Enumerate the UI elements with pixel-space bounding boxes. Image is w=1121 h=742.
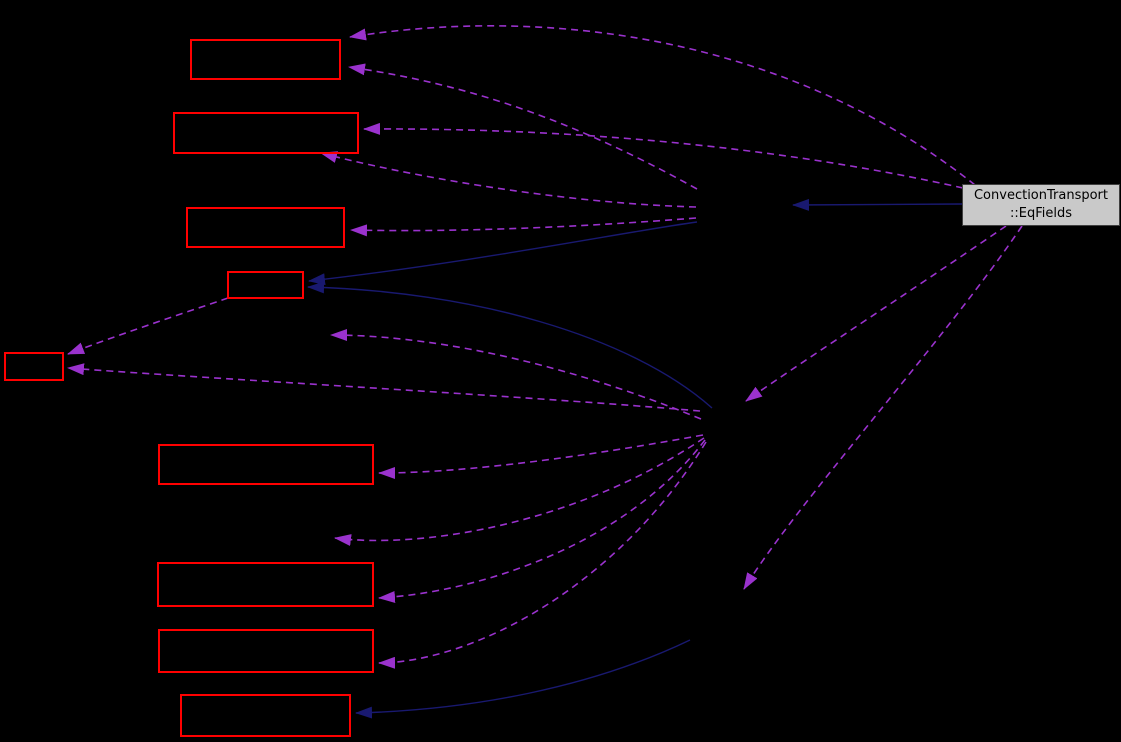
edge-box4-to-box5	[67, 297, 229, 355]
main-class-label-line1: ConvectionTransport	[973, 187, 1108, 203]
class-node-box7[interactable]	[157, 562, 374, 607]
class-node-box3[interactable]	[186, 207, 345, 248]
edge-main-to-box1	[349, 25, 976, 186]
class-node-box4[interactable]	[227, 271, 304, 299]
edge-hidden-node-top-to-box1	[348, 63, 698, 190]
main-class-node: ConvectionTransport ::EqFields	[962, 184, 1120, 226]
edge-hidden-node-middle-to-box7	[378, 439, 706, 604]
edge-hidden-node-middle-to-box6	[378, 434, 704, 479]
edge-hidden-node-middle-to-hidden-left-node-2	[334, 437, 705, 546]
class-node-box2[interactable]	[173, 112, 359, 154]
class-node-box5[interactable]	[4, 352, 64, 381]
class-node-box1[interactable]	[190, 39, 341, 80]
class-node-box9[interactable]	[180, 694, 351, 737]
edge-main-to-box2	[363, 122, 964, 189]
main-class-label-line2: ::EqFields	[1009, 206, 1072, 221]
edge-hidden-node-bottom-to-box9	[355, 639, 691, 719]
edge-main-to-hidden-node-bottom	[743, 225, 1023, 590]
class-node-box8[interactable]	[158, 629, 374, 673]
edge-hidden-node-middle-to-box5	[67, 363, 701, 412]
edge-hidden-node-top-to-box3	[350, 217, 697, 237]
edge-hidden-node-middle-to-box8	[378, 441, 707, 669]
edge-hidden-node-middle-to-box4	[307, 281, 713, 409]
edge-main-to-hidden-node-top	[792, 198, 963, 211]
class-node-box6[interactable]	[158, 444, 374, 485]
edge-hidden-node-middle-to-hidden-left-node-1	[330, 329, 702, 420]
edge-main-to-hidden-node-middle	[745, 225, 1007, 402]
edge-hidden-node-top-to-box2	[320, 151, 697, 208]
edge-hidden-node-top-to-box4	[308, 221, 698, 286]
